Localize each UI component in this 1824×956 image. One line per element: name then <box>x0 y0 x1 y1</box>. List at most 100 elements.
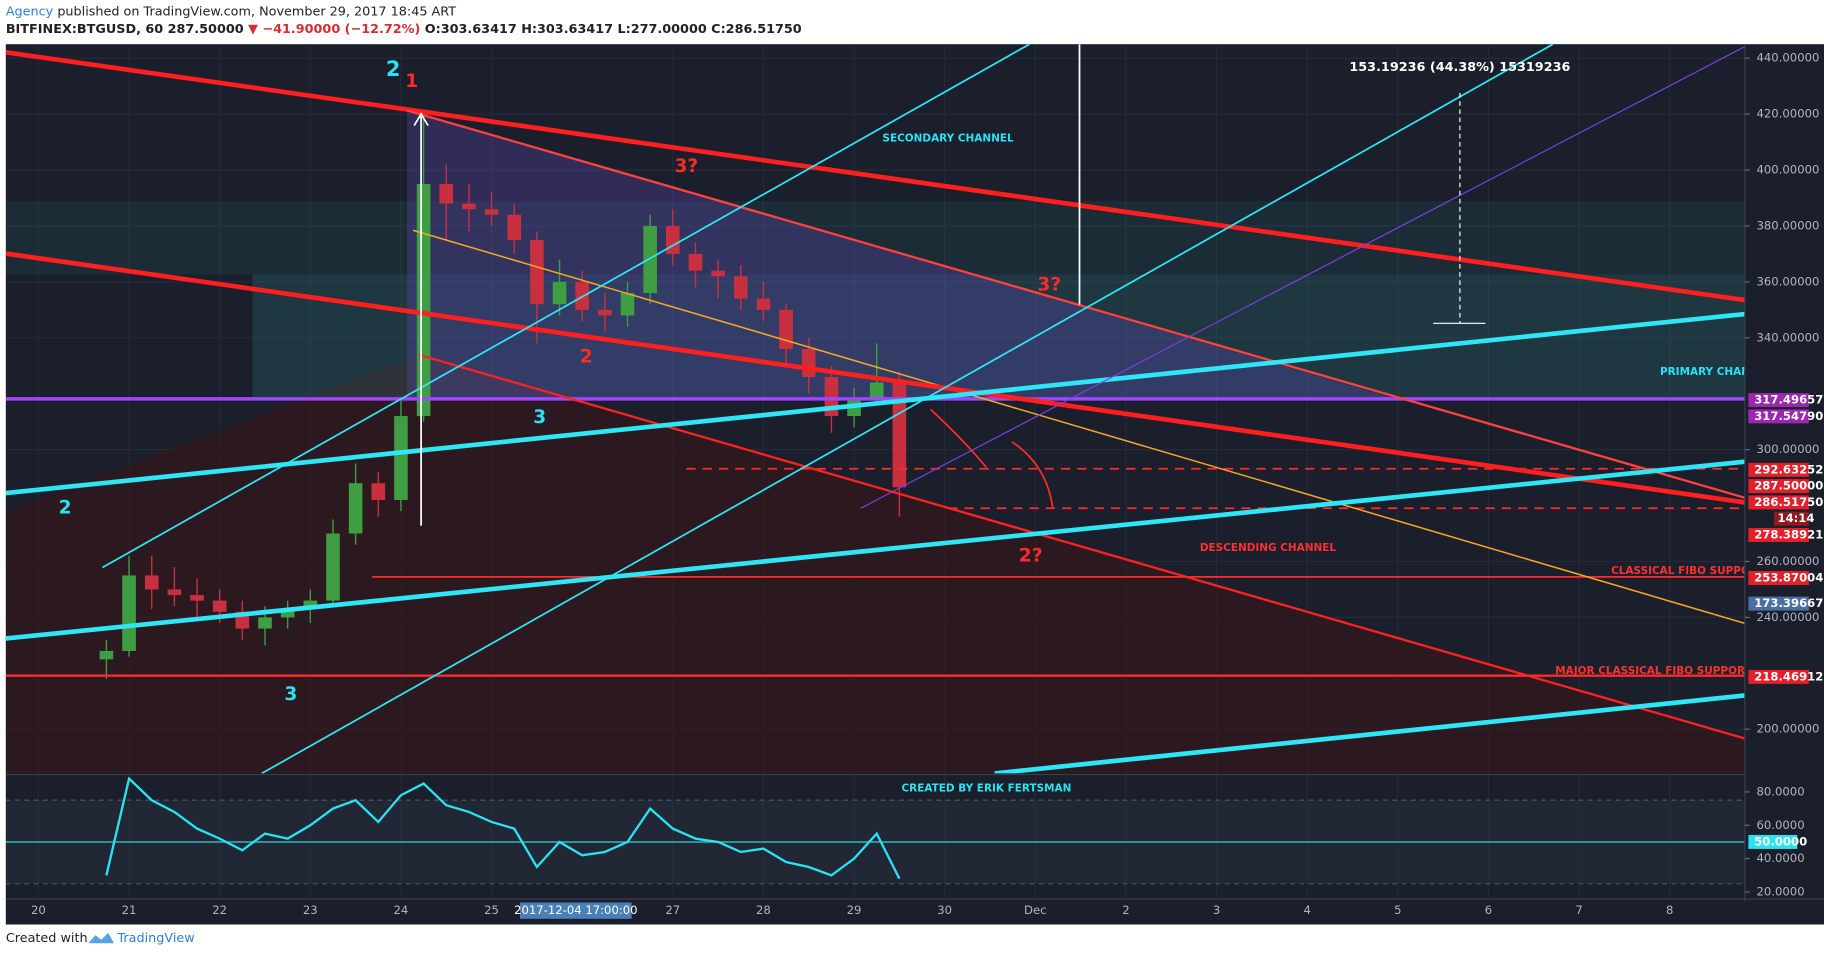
badge-label: 14:14 <box>1777 511 1814 525</box>
candle-body <box>620 293 635 316</box>
badge <box>1748 393 1809 408</box>
candle-body <box>733 276 748 299</box>
annotation: PRIMARY CHAN <box>1660 366 1750 378</box>
candle-body <box>190 595 204 601</box>
badge <box>1748 571 1809 585</box>
annotation: 3? <box>674 156 698 177</box>
candle-body <box>258 617 272 629</box>
candle-body <box>439 183 454 204</box>
footer-created: Created with <box>6 931 88 946</box>
author[interactable]: Agency <box>6 4 54 19</box>
annotations: 2 1 3? 3? 2 3 2 3 2? SECONDARY CHANNEL P… <box>59 57 1750 705</box>
annotation: MAJOR CLASSICAL FIBO SUPPOR <box>1555 665 1745 677</box>
annotation: DESCENDING CHANNEL <box>1200 542 1337 554</box>
annotation: 1 <box>405 71 418 92</box>
badge-label: 278.38921 <box>1754 527 1823 541</box>
y-tick-label: 380.00000 <box>1757 218 1820 232</box>
y-tick-label: 200.00000 <box>1757 722 1820 736</box>
badge-label: 218.46912 <box>1754 669 1823 683</box>
y-tick-label: 80.0000 <box>1757 784 1805 798</box>
arrow-head <box>413 112 429 127</box>
x-tick-label: 7 <box>1575 903 1582 917</box>
badge-label: 253.87004 <box>1754 571 1823 585</box>
candle-body <box>801 348 816 377</box>
annotation: CLASSICAL FIBO SUPPO <box>1611 565 1750 577</box>
y-tick-label: 340.00000 <box>1757 330 1820 344</box>
zone <box>5 201 1745 275</box>
y-tick-label: 240.00000 <box>1757 610 1820 624</box>
badge-label: 173.39667 <box>1754 596 1823 610</box>
candle-body <box>371 483 386 500</box>
candle-body <box>530 239 544 305</box>
candle-body <box>122 575 136 651</box>
x-tick-label: 27 <box>665 903 680 917</box>
x-tick-label: 20 <box>31 903 46 917</box>
candle-body <box>643 225 657 294</box>
candle-body <box>212 600 227 612</box>
candles <box>99 111 907 679</box>
line <box>5 311 1745 496</box>
badge <box>1748 495 1809 510</box>
published: published on TradingView.com, November 2… <box>57 4 456 19</box>
annotation: 2 <box>580 347 593 368</box>
x-tick-label: 2 <box>1122 903 1129 917</box>
annotation: 2 <box>386 57 401 81</box>
badge-label: 286.51750 <box>1754 495 1823 509</box>
symbol-line: BITFINEX:BTGUSD, 60 287.50000 ▼ −41.9000… <box>6 22 802 37</box>
y-tick-label: 260.00000 <box>1757 554 1820 568</box>
x-tick-label: 5 <box>1394 903 1401 917</box>
x-tick-label: 23 <box>303 903 318 917</box>
badge-label: 292.63252 <box>1754 462 1823 476</box>
candle-body <box>303 600 318 609</box>
badge-label: 317.49657 <box>1754 393 1823 407</box>
candle-body <box>869 382 884 400</box>
rsi-line <box>105 776 901 880</box>
crosshair-badge <box>519 902 632 919</box>
annotation: 2 <box>59 498 72 519</box>
symbol: BITFINEX:BTGUSD, 60 <box>6 22 163 37</box>
x-tick-label: 4 <box>1303 903 1310 917</box>
change: ▼ −41.90000 (−12.72%) <box>248 22 420 37</box>
footer-bg <box>0 924 1824 956</box>
badge <box>1748 479 1809 494</box>
arrow <box>1011 441 1054 509</box>
x-tick-label: 29 <box>847 903 862 917</box>
line <box>5 459 1745 641</box>
candle-body <box>484 209 499 215</box>
x-tick-label: 25 <box>484 903 499 917</box>
level-badge <box>1748 834 1798 849</box>
arrow <box>930 408 988 469</box>
candle-body <box>598 309 612 316</box>
x-tick-label: 28 <box>756 903 771 917</box>
line <box>261 44 1554 774</box>
footer-brand[interactable]: TradingView <box>116 931 194 946</box>
line <box>418 353 1745 740</box>
y-tick-label: 40.0000 <box>1757 851 1805 865</box>
badge <box>1748 462 1809 477</box>
y-tick-label: 60.0000 <box>1757 818 1805 832</box>
x-tick-label: 24 <box>394 903 409 917</box>
badge <box>1748 528 1809 542</box>
drawings-back <box>5 110 1745 774</box>
line <box>5 251 1745 505</box>
candle-body <box>167 589 182 596</box>
x-tick-label: 22 <box>212 903 227 917</box>
annotation: 3? <box>1037 274 1061 295</box>
y-tick-label: 360.00000 <box>1757 274 1820 288</box>
drawings <box>5 44 1745 774</box>
candle-body <box>688 253 703 271</box>
candle-body <box>779 309 793 349</box>
line <box>101 44 1030 569</box>
annotation: 3 <box>533 407 546 428</box>
candle-body <box>416 183 431 417</box>
candle-body <box>99 650 114 660</box>
candle-body <box>756 298 771 310</box>
annotation: 3 <box>284 684 297 705</box>
axis-badges: 317.49657 317.54790 292.63252 287.50000 … <box>1748 393 1823 684</box>
line <box>412 229 1745 625</box>
line <box>860 46 1745 509</box>
y-tick-label: 400.00000 <box>1757 163 1820 177</box>
badge <box>1748 669 1809 684</box>
logo <box>88 932 114 944</box>
